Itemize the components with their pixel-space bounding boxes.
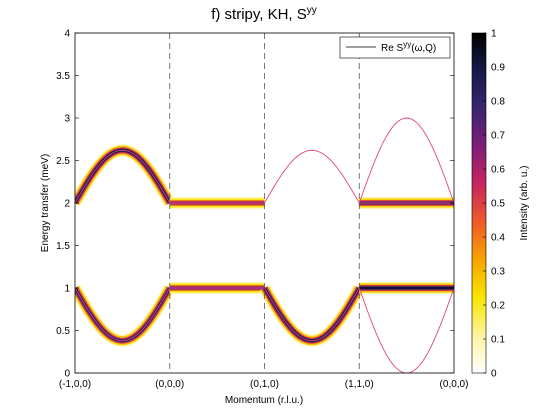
colorbar-label: Intensity (arb. u.) — [519, 165, 530, 240]
colorbar-tick-label-5: 0.5 — [491, 199, 505, 210]
y-tick-label-5: 2.5 — [56, 156, 70, 167]
y-tick-label-7: 3.5 — [56, 71, 70, 82]
x-axis-label: Momentum (r.l.u.) — [225, 395, 303, 406]
dispersion-line-lower-seg3 — [358, 287, 454, 373]
colorbar-tick-label-3: 0.3 — [491, 267, 505, 278]
x-tick-label-1: (0,0,0) — [155, 379, 184, 390]
colorbar-tick-label-9: 0.9 — [491, 63, 505, 74]
chart-title: f) stripy, KH, Syy — [211, 5, 317, 23]
x-tick-label-4: (0,0,0) — [440, 379, 469, 390]
colorbar-tick-label-2: 0.2 — [491, 301, 505, 312]
legend-entry-re-s: Re Syy(ω,Q) — [381, 40, 436, 54]
colorbar-tick-label-1: 0.1 — [491, 335, 505, 346]
colorbar-tick-label-10: 1 — [491, 29, 497, 40]
colorbar-tick-label-8: 0.8 — [491, 97, 505, 108]
colorbar-tick-label-6: 0.6 — [491, 165, 505, 176]
x-axis-ticks: (-1,0,0) (0,0,0) (0,1,0) (1,1,0) (0,0,0) — [59, 379, 469, 390]
dispersion-line-upper-seg3 — [358, 117, 454, 204]
x-tick-label-0: (-1,0,0) — [59, 379, 91, 390]
dispersion-line-upper-seg2 — [264, 149, 360, 204]
y-axis-label: Energy transfer (meV) — [40, 154, 51, 252]
y-tick-label-1: 0.5 — [56, 326, 70, 337]
legend: Re Syy(ω,Q) — [339, 36, 451, 59]
y-tick-label-3: 1.5 — [56, 241, 70, 252]
y-tick-label-6: 3 — [64, 114, 70, 125]
y-tick-label-2: 1 — [64, 284, 70, 295]
dispersion-lines — [75, 117, 454, 373]
dispersion-line-lower-seg2 — [264, 287, 360, 342]
x-tick-label-3: (1,1,0) — [345, 379, 374, 390]
x-tick-label-2: (0,1,0) — [250, 379, 279, 390]
segment-separators — [169, 33, 360, 373]
dispersion-line-upper-seg0 — [75, 149, 171, 204]
y-axis-ticks: 0 0.5 1 1.5 2 2.5 3 3.5 4 — [56, 29, 454, 380]
colorbar-tick-label-4: 0.4 — [491, 233, 505, 244]
colorbar-ticks: 0 0.1 0.2 0.3 0.4 0.5 0.6 0.7 0.8 0.9 1 — [483, 29, 505, 380]
y-tick-label-8: 4 — [64, 29, 70, 40]
y-tick-label-0: 0 — [64, 369, 70, 380]
legend-box — [339, 36, 451, 59]
colorbar-tick-label-7: 0.7 — [491, 131, 505, 142]
y-tick-label-4: 2 — [64, 199, 70, 210]
dispersion-line-lower-seg0 — [75, 287, 171, 342]
colorbar-tick-label-0: 0 — [491, 369, 497, 380]
